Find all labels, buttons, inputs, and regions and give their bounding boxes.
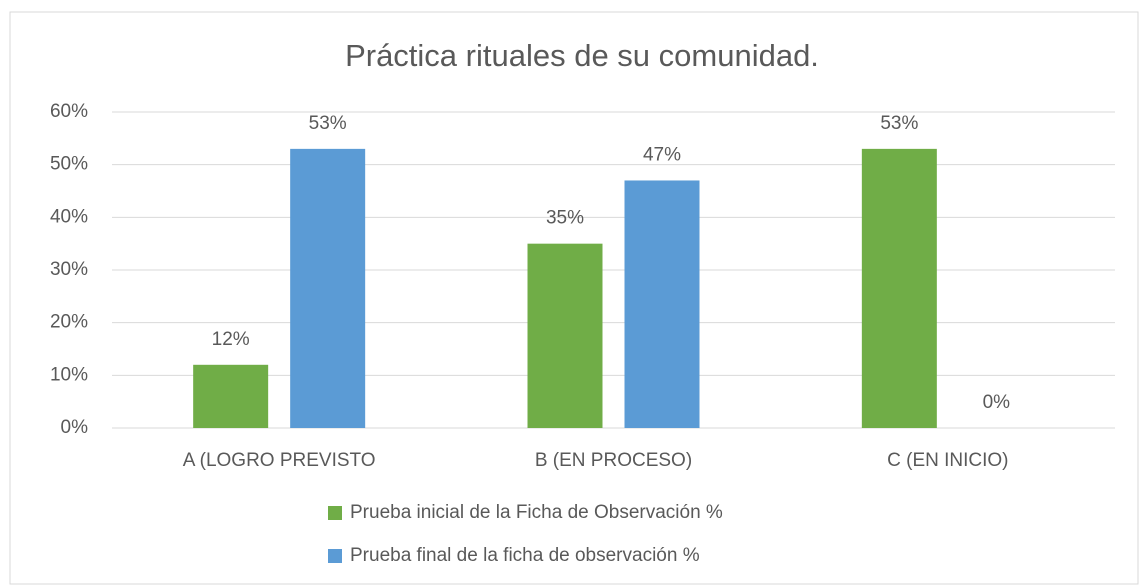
bar bbox=[527, 243, 603, 428]
y-tick-label: 30% bbox=[50, 259, 88, 280]
legend-swatch bbox=[328, 549, 342, 563]
y-tick-label: 0% bbox=[61, 417, 89, 438]
legend-label: Prueba final de la ficha de observación … bbox=[350, 545, 700, 566]
chart-title: Práctica rituales de su comunidad. bbox=[345, 38, 819, 73]
data-label: 35% bbox=[546, 208, 584, 229]
data-label: 12% bbox=[212, 329, 250, 350]
bar bbox=[624, 180, 700, 428]
legend-label: Prueba inicial de la Ficha de Observació… bbox=[350, 502, 723, 523]
bar bbox=[193, 364, 269, 428]
y-tick-label: 20% bbox=[50, 312, 88, 333]
data-label: 53% bbox=[309, 113, 347, 134]
bar bbox=[861, 148, 937, 428]
x-tick-label: C (EN INICIO) bbox=[887, 450, 1008, 471]
y-tick-label: 60% bbox=[50, 101, 88, 122]
legend-swatch bbox=[328, 506, 342, 520]
y-tick-label: 50% bbox=[50, 154, 88, 175]
data-label: 0% bbox=[983, 392, 1011, 413]
y-tick-label: 40% bbox=[50, 206, 88, 227]
y-tick-label: 10% bbox=[50, 364, 88, 385]
x-tick-label: B (EN PROCESO) bbox=[535, 450, 692, 471]
bar bbox=[290, 148, 366, 428]
data-label: 53% bbox=[880, 113, 918, 134]
data-label: 47% bbox=[643, 144, 681, 165]
x-tick-label: A (LOGRO PREVISTO bbox=[183, 450, 376, 471]
